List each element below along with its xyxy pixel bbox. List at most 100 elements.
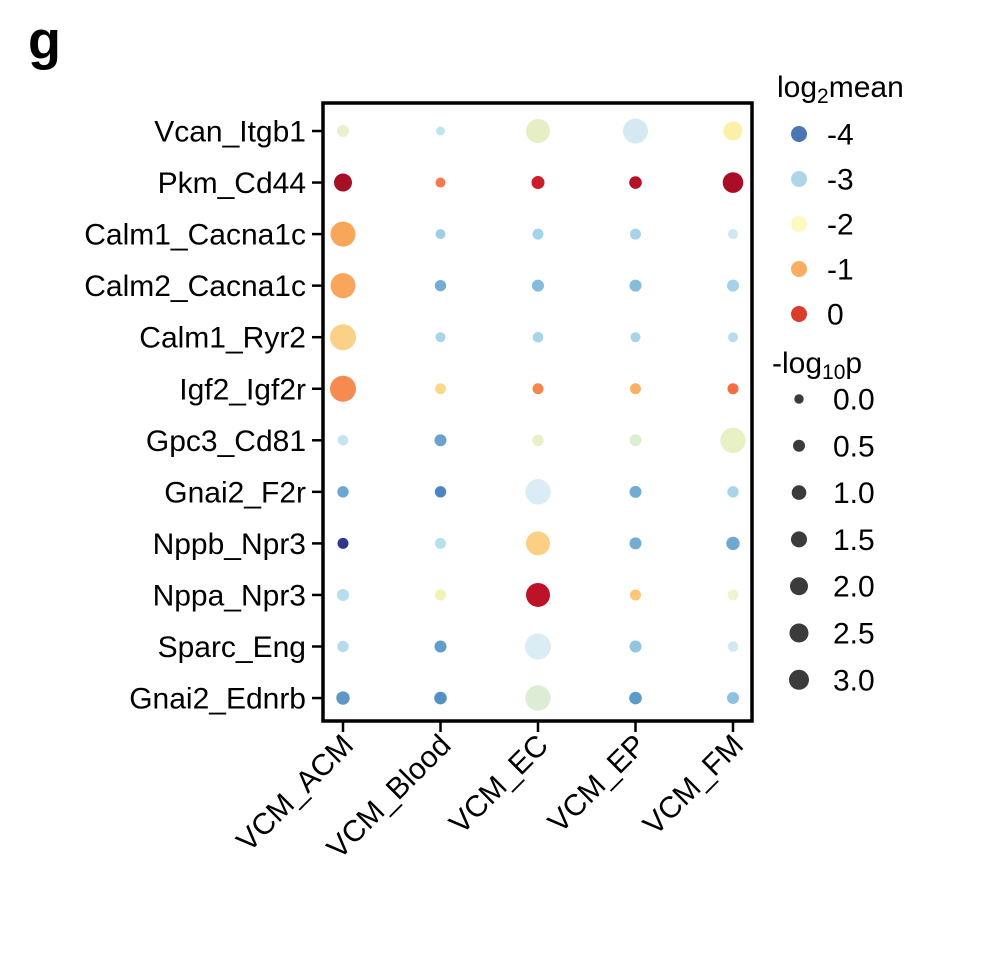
dot — [531, 176, 545, 190]
dot — [337, 640, 349, 653]
dot — [525, 685, 551, 711]
dot — [532, 279, 544, 292]
dot — [630, 228, 641, 240]
plot-frame — [321, 101, 754, 723]
dot — [525, 479, 551, 505]
dot — [532, 228, 544, 240]
dot — [434, 691, 447, 705]
dot — [726, 536, 740, 551]
size-legend-label: 0.5 — [833, 430, 875, 463]
dot — [532, 383, 544, 395]
dot — [525, 633, 551, 660]
size-legend-label: 1.0 — [833, 477, 875, 510]
size-legend-label: 2.0 — [833, 571, 875, 604]
dot — [629, 176, 642, 189]
size-legend-swatch — [790, 577, 808, 596]
y-axis-label: Pkm_Cd44 — [158, 167, 306, 200]
dot — [330, 221, 356, 247]
color-legend-swatch — [791, 261, 807, 277]
y-axis-label: Gnai2_F2r — [164, 476, 306, 509]
dot — [629, 485, 642, 498]
size-legend-label: 3.0 — [833, 664, 875, 697]
dot — [434, 434, 447, 447]
dot — [727, 383, 739, 395]
dot — [728, 229, 738, 240]
dot — [629, 434, 642, 447]
dot — [526, 531, 550, 556]
dot — [629, 537, 642, 550]
y-axis-label: Sparc_Eng — [158, 631, 306, 664]
x-axis-label: VCM_EC — [443, 729, 555, 841]
x-axis-label: VCM_FM — [637, 729, 750, 842]
dot — [532, 434, 544, 446]
dot — [337, 125, 349, 137]
dot — [629, 279, 642, 292]
size-legend-label: 2.5 — [833, 618, 875, 651]
dot — [630, 589, 641, 601]
color-legend-swatch — [791, 126, 807, 142]
color-legend-label: -3 — [827, 164, 854, 197]
y-axis-label: Vcan_Itgb1 — [154, 116, 306, 149]
color-legend-swatch — [791, 306, 807, 322]
dot — [727, 641, 739, 652]
size-legend-swatch — [791, 485, 807, 500]
y-axis-label: Gpc3_Cd81 — [146, 425, 306, 458]
dot — [727, 589, 739, 601]
dot — [435, 332, 446, 343]
dot — [722, 172, 744, 193]
color-legend-label: -4 — [827, 119, 854, 152]
y-axis-label: Calm1_Ryr2 — [139, 322, 306, 355]
dot — [728, 332, 738, 343]
dot — [720, 427, 746, 453]
y-axis-label: Gnai2_Ednrb — [129, 683, 306, 716]
y-axis-label: Igf2_Igf2r — [179, 373, 306, 406]
size-legend-swatch — [789, 623, 809, 643]
color-legend-label: -1 — [827, 254, 854, 287]
dot — [630, 332, 641, 343]
dot — [526, 582, 550, 607]
y-axis-label: Calm1_Cacna1c — [84, 219, 306, 252]
dot — [630, 383, 641, 395]
dot — [334, 173, 352, 192]
dot — [723, 121, 743, 141]
dot — [434, 486, 447, 498]
color-legend-label: -2 — [827, 209, 854, 242]
dot — [337, 435, 349, 446]
size-legend-title: -log10p — [772, 347, 862, 384]
dot — [435, 589, 446, 601]
dot — [623, 118, 648, 144]
dot — [435, 177, 446, 188]
color-legend-swatch — [791, 216, 807, 232]
dot — [337, 588, 349, 601]
dot — [337, 537, 349, 549]
dot — [336, 691, 350, 705]
dot — [434, 279, 447, 292]
dot — [337, 486, 349, 498]
color-legend-label: 0 — [827, 299, 844, 332]
dot — [436, 126, 445, 136]
size-legend-swatch — [793, 439, 805, 452]
dot — [435, 383, 446, 395]
size-legend-label: 0.0 — [833, 384, 875, 417]
x-axis-label: VCM_EP — [542, 729, 653, 840]
dot — [434, 640, 447, 653]
y-axis-label: Nppa_Npr3 — [153, 579, 306, 612]
dot — [727, 279, 739, 292]
dot — [727, 486, 739, 498]
panel-label: g — [28, 11, 61, 71]
size-legend-swatch — [794, 394, 804, 404]
dot — [330, 375, 356, 402]
dot — [435, 229, 446, 240]
dot — [435, 537, 446, 549]
dot — [532, 331, 544, 343]
color-legend-title: log2mean — [777, 71, 904, 108]
dot — [330, 324, 356, 351]
y-axis-label: Nppb_Npr3 — [153, 528, 306, 561]
dot — [629, 691, 642, 705]
dot — [526, 119, 550, 143]
dot — [330, 273, 356, 299]
size-legend-swatch — [789, 669, 809, 690]
size-legend-swatch — [791, 531, 807, 548]
